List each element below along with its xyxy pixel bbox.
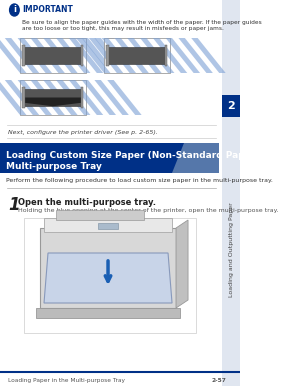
- Text: 2-57: 2-57: [211, 378, 226, 383]
- Bar: [106, 45, 109, 66]
- Polygon shape: [140, 38, 174, 73]
- Polygon shape: [166, 38, 200, 73]
- Polygon shape: [18, 38, 52, 73]
- Polygon shape: [30, 80, 65, 115]
- Bar: [36, 308, 180, 318]
- FancyArrowPatch shape: [105, 261, 111, 281]
- Polygon shape: [24, 98, 82, 106]
- Text: Next, configure the printer driver (See p. 2-65).: Next, configure the printer driver (See …: [8, 130, 158, 135]
- Text: Open the multi-purpose tray.: Open the multi-purpose tray.: [18, 198, 156, 207]
- Bar: [222, 95, 240, 117]
- Polygon shape: [82, 80, 116, 115]
- Polygon shape: [153, 38, 187, 73]
- Polygon shape: [191, 38, 226, 73]
- Polygon shape: [178, 38, 213, 73]
- Bar: [222, 0, 240, 386]
- Text: Loading and Outputting Paper: Loading and Outputting Paper: [229, 203, 234, 297]
- Bar: [22, 45, 25, 66]
- Text: Loading Paper in the Multi-purpose Tray: Loading Paper in the Multi-purpose Tray: [8, 378, 125, 383]
- Bar: [22, 87, 25, 108]
- Polygon shape: [94, 80, 129, 115]
- Text: i: i: [13, 5, 16, 15]
- Polygon shape: [43, 38, 78, 73]
- Bar: [81, 87, 83, 108]
- Circle shape: [10, 4, 19, 16]
- Polygon shape: [176, 220, 188, 308]
- Bar: [108, 47, 166, 64]
- Bar: [20, 80, 86, 115]
- Bar: [44, 218, 172, 232]
- Polygon shape: [114, 38, 149, 73]
- Polygon shape: [89, 38, 123, 73]
- Polygon shape: [102, 38, 136, 73]
- Bar: [56, 210, 144, 220]
- Polygon shape: [43, 80, 78, 115]
- Polygon shape: [30, 38, 65, 73]
- Polygon shape: [172, 143, 219, 173]
- Polygon shape: [107, 38, 142, 73]
- Polygon shape: [76, 38, 110, 73]
- Text: Be sure to align the paper guides with the width of the paper. If the paper guid: Be sure to align the paper guides with t…: [22, 20, 262, 31]
- Polygon shape: [94, 38, 129, 73]
- Polygon shape: [56, 80, 90, 115]
- Bar: [98, 223, 118, 229]
- Polygon shape: [82, 38, 116, 73]
- Text: Perform the following procedure to load custom size paper in the multi-purpose t: Perform the following procedure to load …: [6, 178, 273, 183]
- Text: Loading Custom Size Paper (Non-Standard Paper) in the: Loading Custom Size Paper (Non-Standard …: [6, 151, 293, 160]
- Bar: [81, 45, 83, 66]
- Text: IMPORTANT: IMPORTANT: [22, 5, 73, 15]
- Bar: [20, 38, 86, 73]
- Text: 1: 1: [8, 196, 20, 214]
- Polygon shape: [5, 80, 39, 115]
- Bar: [24, 89, 82, 106]
- Polygon shape: [127, 38, 162, 73]
- Text: 2: 2: [227, 101, 235, 111]
- Bar: [165, 45, 167, 66]
- Polygon shape: [69, 38, 103, 73]
- Polygon shape: [0, 38, 26, 73]
- Bar: [24, 47, 82, 64]
- Polygon shape: [44, 253, 172, 303]
- Polygon shape: [0, 80, 26, 115]
- Polygon shape: [18, 80, 52, 115]
- Bar: [40, 228, 176, 308]
- Polygon shape: [5, 38, 39, 73]
- Text: Multi-purpose Tray: Multi-purpose Tray: [6, 162, 102, 171]
- Bar: [104, 38, 170, 73]
- Bar: [24, 218, 196, 333]
- Polygon shape: [107, 80, 142, 115]
- Text: Holding the blue opening at the center of the printer, open the multi-purpose tr: Holding the blue opening at the center o…: [18, 208, 278, 213]
- Polygon shape: [69, 80, 103, 115]
- Polygon shape: [56, 38, 90, 73]
- Bar: [0, 143, 219, 173]
